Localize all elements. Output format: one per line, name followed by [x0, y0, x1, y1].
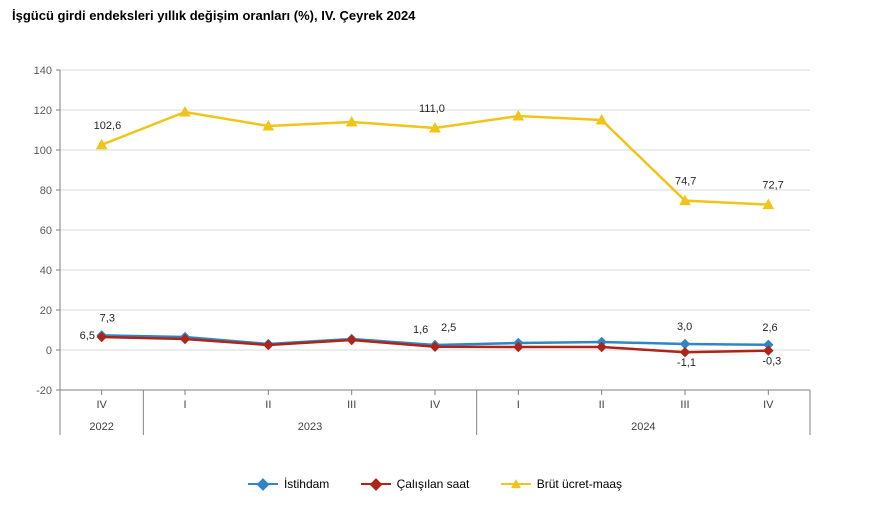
svg-text:140: 140 [34, 65, 52, 77]
svg-text:I: I [183, 399, 186, 411]
svg-text:III: III [680, 399, 689, 411]
legend-item-calisilan: Çalışılan saat [361, 477, 470, 491]
svg-text:120: 120 [34, 105, 52, 117]
svg-text:IV: IV [763, 399, 774, 411]
legend-item-istihdam: İstihdam [248, 477, 329, 491]
svg-text:IV: IV [430, 399, 441, 411]
svg-text:3,0: 3,0 [677, 321, 692, 333]
svg-text:100: 100 [34, 145, 52, 157]
svg-text:-1,1: -1,1 [677, 357, 696, 369]
chart-area: -20020406080100120140IVIIIIIIIVIIIIIIIV2… [10, 60, 830, 460]
svg-text:111,0: 111,0 [419, 103, 445, 115]
svg-text:IV: IV [96, 399, 107, 411]
svg-text:1,6: 1,6 [413, 324, 428, 336]
svg-text:2,6: 2,6 [762, 322, 777, 334]
svg-text:-20: -20 [36, 385, 52, 397]
legend-label: İstihdam [284, 477, 329, 491]
svg-text:2023: 2023 [298, 421, 322, 433]
legend-label: Çalışılan saat [397, 477, 470, 491]
svg-text:III: III [347, 399, 356, 411]
legend: İstihdam Çalışılan saat Brüt ücret-maaş [0, 474, 870, 491]
svg-text:6,5: 6,5 [80, 330, 95, 342]
svg-text:II: II [599, 399, 605, 411]
svg-text:-0,3: -0,3 [762, 356, 781, 368]
svg-text:102,6: 102,6 [94, 120, 122, 132]
svg-text:80: 80 [40, 185, 52, 197]
svg-text:0: 0 [46, 345, 52, 357]
svg-text:2022: 2022 [89, 421, 113, 433]
svg-text:I: I [517, 399, 520, 411]
chart-title: İşgücü girdi endeksleri yıllık değişim o… [12, 8, 415, 23]
svg-text:20: 20 [40, 305, 52, 317]
legend-item-brut: Brüt ücret-maaş [501, 477, 622, 491]
svg-text:60: 60 [40, 225, 52, 237]
svg-text:74,7: 74,7 [675, 176, 696, 188]
svg-text:40: 40 [40, 265, 52, 277]
svg-text:7,3: 7,3 [100, 312, 115, 324]
svg-text:2024: 2024 [631, 421, 655, 433]
svg-text:II: II [265, 399, 271, 411]
svg-text:2,5: 2,5 [441, 322, 456, 334]
chart-svg: -20020406080100120140IVIIIIIIIVIIIIIIIV2… [10, 60, 830, 460]
svg-text:72,7: 72,7 [762, 180, 783, 192]
legend-label: Brüt ücret-maaş [537, 477, 622, 491]
